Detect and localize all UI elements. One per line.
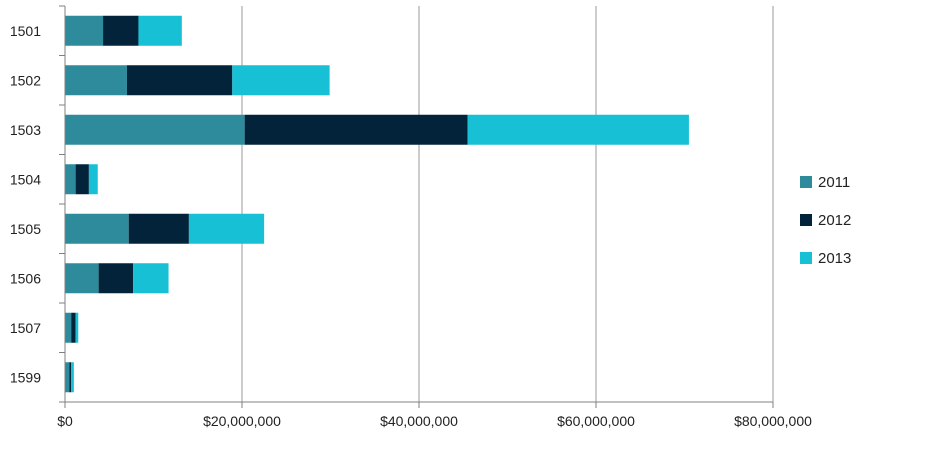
bars: [65, 15, 689, 393]
category-label: 1599: [10, 369, 41, 385]
bar-1504-2011: [65, 164, 76, 195]
bar-1599-2012: [69, 362, 72, 393]
bar-1503-2011: [65, 114, 245, 145]
legend-swatch-2013: [800, 252, 812, 264]
legend-label: 2011: [818, 174, 850, 191]
axes: [59, 5, 774, 408]
bar-1505-2013: [188, 213, 265, 244]
x-tick-label: $40,000,000: [380, 413, 458, 429]
category-label: 1506: [10, 270, 41, 286]
bar-1507-2013: [75, 312, 79, 343]
category-label: 1504: [10, 171, 41, 187]
category-label: 1503: [10, 122, 41, 138]
x-tick-label: $0: [57, 413, 73, 429]
bar-1501-2011: [65, 15, 104, 46]
bar-1599-2011: [65, 362, 70, 393]
x-tick-label: $20,000,000: [203, 413, 281, 429]
bar-1501-2013: [138, 15, 182, 46]
legend-label: 2013: [818, 250, 851, 267]
bar-1507-2012: [71, 312, 76, 343]
bar-1599-2013: [71, 362, 74, 393]
bar-1504-2012: [75, 164, 89, 195]
bar-1502-2013: [232, 65, 330, 96]
category-labels: 1501 1502 1503 1504 1505 1506 1507 1599: [10, 23, 41, 386]
legend-swatch-2011: [800, 176, 812, 188]
grid-lines: [241, 6, 774, 402]
bar-1506-2012: [98, 263, 134, 294]
legend-label: 2012: [818, 212, 851, 229]
bar-1503-2013: [467, 114, 689, 145]
bar-1502-2011: [65, 65, 127, 96]
bar-1502-2012: [126, 65, 233, 96]
legend-swatch-2012: [800, 214, 812, 226]
bar-1506-2013: [133, 263, 169, 294]
category-label: 1502: [10, 72, 41, 88]
bar-1503-2012: [244, 114, 468, 145]
legend: 2011 2012 2013: [800, 174, 851, 267]
category-label: 1501: [10, 23, 41, 39]
x-tick-label: $60,000,000: [557, 413, 635, 429]
bar-1506-2011: [65, 263, 99, 294]
bar-1505-2012: [128, 213, 189, 244]
bar-1504-2013: [88, 164, 98, 195]
category-label: 1507: [10, 320, 41, 336]
bar-1501-2012: [103, 15, 139, 46]
bar-1505-2011: [65, 213, 129, 244]
bar-1507-2011: [65, 312, 72, 343]
x-tick-labels: $0 $20,000,000 $40,000,000 $60,000,000 $80,0…: [57, 413, 812, 429]
x-tick-label: $80,000,000: [734, 413, 812, 429]
category-label: 1505: [10, 221, 41, 237]
